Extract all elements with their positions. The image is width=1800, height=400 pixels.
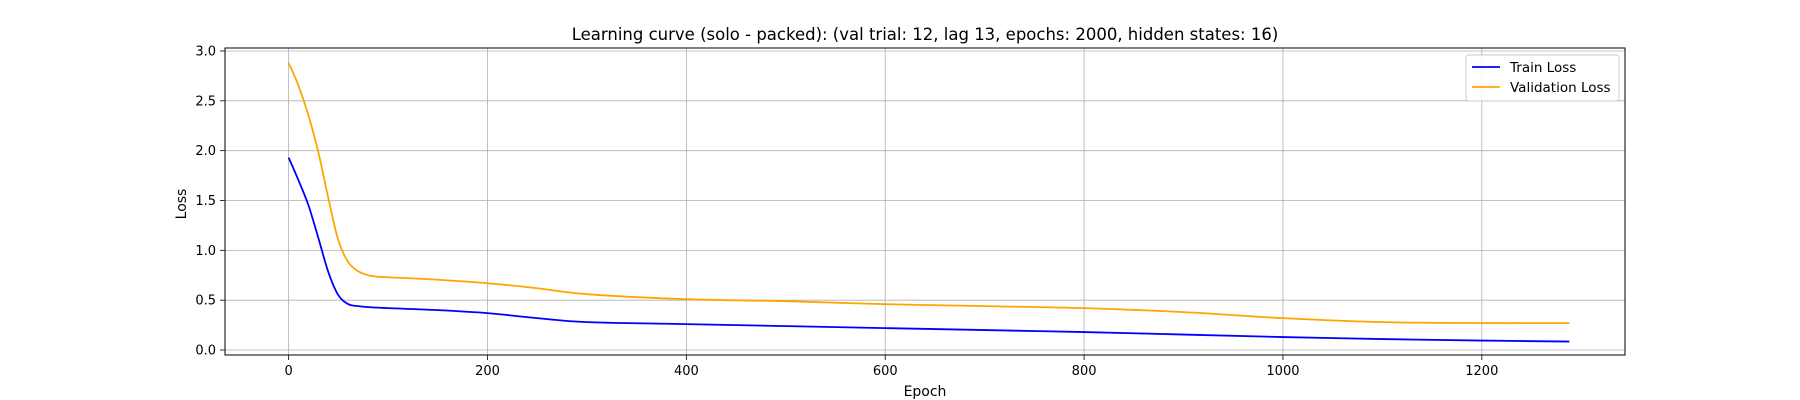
x-tick-label: 0 [284,364,292,379]
series-lines [287,62,1570,343]
y-axis-label: Loss [174,189,190,220]
y-tick-label: 0.0 [195,344,216,359]
x-tick-label: 1000 [1266,364,1299,379]
plot-frame [224,47,1626,356]
series-line-train-loss [287,157,1570,343]
y-tick-label: 1.5 [195,194,216,209]
chart-title: Learning curve (solo - packed): (val tri… [572,25,1279,44]
series-line-validation-loss [287,62,1570,325]
y-tick-label: 1.0 [195,244,216,259]
x-tick-label: 400 [674,364,699,379]
y-tick-label: 2.5 [195,94,216,109]
grid-lines [225,48,1625,355]
legend-label-train-loss: Train Loss [1509,60,1576,76]
legend-label-validation-loss: Validation Loss [1510,80,1611,96]
y-tick-label: 2.0 [195,144,216,159]
x-axis-label: Epoch [904,384,947,400]
y-tick-label: 0.5 [195,294,216,309]
x-tick-label: 600 [873,364,898,379]
axis-ticks: 0 200 400 600 800 1000 1200 0.0 0.5 1.0 1.5 2.0 2.5 3… [195,44,1498,379]
x-tick-label: 800 [1072,364,1097,379]
legend: Train Loss Validation Loss [1465,54,1620,102]
y-tick-label: 3.0 [195,44,216,59]
legend-box [1465,54,1620,102]
x-tick-label: 1200 [1465,364,1498,379]
x-tick-label: 200 [475,364,500,379]
